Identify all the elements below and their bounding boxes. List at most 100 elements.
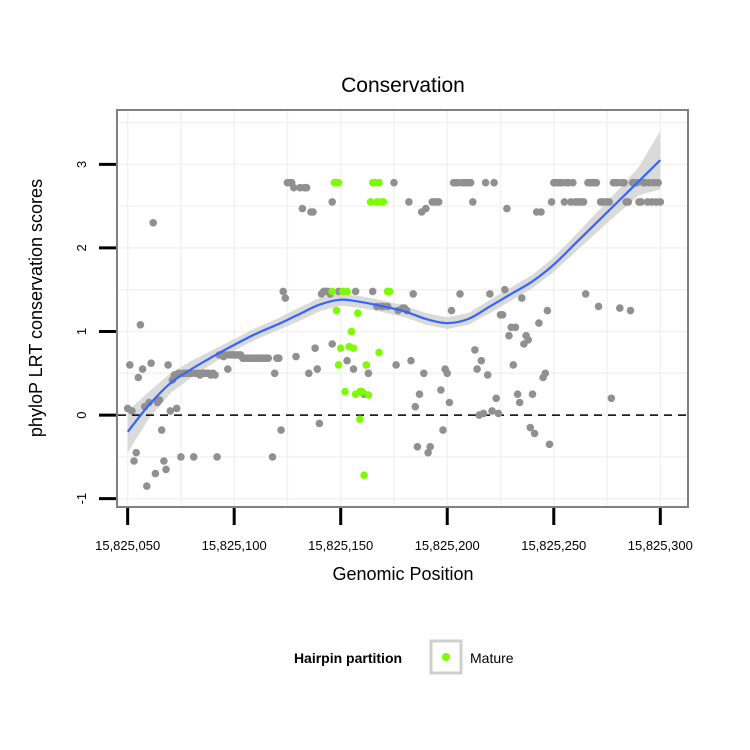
data-point-hairpin	[281, 294, 290, 302]
data-point-hairpin	[626, 306, 635, 315]
data-point-hairpin	[277, 426, 285, 434]
data-point-mature	[347, 327, 356, 336]
data-point-mature	[360, 471, 368, 480]
data-point-hairpin	[392, 361, 400, 369]
data-point-hairpin	[656, 198, 665, 206]
legend: Hairpin partition Mature	[294, 639, 514, 675]
data-point-hairpin	[328, 340, 337, 348]
smooth-fit-line	[126, 159, 662, 433]
smooth-layer	[126, 159, 662, 433]
data-point-hairpin	[328, 198, 337, 206]
data-point-hairpin	[528, 390, 537, 399]
x-tick-label: 15,825,200	[415, 538, 480, 553]
x-tick-label: 15,825,250	[521, 538, 586, 553]
data-point-hairpin	[132, 448, 140, 457]
data-point-hairpin	[134, 373, 143, 382]
data-point-hairpin	[151, 469, 160, 478]
y-tick-label: -1	[74, 493, 89, 505]
data-point-hairpin	[279, 287, 288, 296]
data-point-hairpin	[439, 426, 447, 434]
data-point-hairpin	[592, 178, 601, 187]
data-point-hairpin	[526, 423, 535, 432]
data-point-hairpin	[543, 306, 552, 315]
data-point-hairpin	[535, 319, 543, 327]
data-point-hairpin	[128, 407, 136, 415]
data-point-hairpin	[160, 457, 168, 465]
data-point-hairpin	[136, 321, 145, 329]
data-point-hairpin	[305, 369, 313, 378]
data-point-hairpin	[413, 443, 422, 451]
data-point-hairpin	[479, 409, 488, 418]
y-axis: -1 0 1 2 3	[74, 161, 116, 505]
data-point-hairpin	[437, 386, 445, 394]
data-point-hairpin	[177, 453, 185, 461]
data-point-hairpin	[447, 306, 456, 315]
data-point-hairpin	[313, 365, 322, 373]
chart-title: Conservation	[341, 74, 465, 97]
x-axis-title: Genomic Position	[332, 564, 473, 584]
data-point-hairpin	[364, 369, 373, 378]
data-point-hairpin	[368, 287, 377, 296]
data-point-mature	[375, 348, 383, 357]
data-point-hairpin	[270, 369, 279, 378]
data-point-hairpin	[130, 457, 138, 465]
data-point-mature	[349, 344, 358, 353]
data-point-mature	[332, 306, 341, 315]
data-point-mature	[364, 391, 373, 399]
x-tick-label: 15,825,300	[628, 538, 693, 553]
grid-lines	[118, 111, 687, 506]
data-point-hairpin	[624, 198, 633, 206]
data-point-hairpin	[407, 356, 415, 365]
data-point-mature	[362, 361, 371, 369]
data-point-mature	[328, 287, 337, 296]
data-point-hairpin	[298, 204, 307, 213]
data-point-hairpin	[511, 323, 520, 332]
data-point-hairpin	[155, 396, 164, 404]
data-point-hairpin	[545, 440, 554, 449]
data-point-hairpin	[157, 426, 166, 434]
legend-key-mature-dot	[442, 653, 450, 661]
data-point-hairpin	[607, 394, 616, 403]
data-point-hairpin	[620, 178, 628, 187]
data-point-hairpin	[290, 183, 298, 192]
data-point-mature	[385, 287, 394, 296]
data-point-hairpin	[166, 407, 175, 415]
data-point-hairpin	[477, 356, 486, 365]
data-point-hairpin	[415, 390, 424, 399]
data-point-hairpin	[422, 204, 430, 213]
data-point-hairpin	[445, 398, 454, 407]
data-point-hairpin	[420, 369, 428, 378]
data-point-hairpin	[426, 443, 435, 451]
data-point-hairpin	[456, 290, 464, 298]
data-point-hairpin	[518, 294, 526, 302]
legend-title: Hairpin partition	[294, 650, 402, 666]
data-point-hairpin	[616, 304, 624, 312]
data-point-hairpin	[466, 178, 475, 187]
data-point-mature	[375, 178, 383, 187]
x-axis: 15,825,050 15,825,100 15,825,150 15,825,200…	[95, 508, 693, 553]
data-point-hairpin	[498, 311, 507, 319]
data-point-hairpin	[443, 369, 452, 378]
data-point-hairpin	[309, 208, 317, 216]
data-point-hairpin	[211, 371, 219, 379]
data-point-hairpin	[537, 208, 545, 216]
data-point-mature	[334, 178, 343, 187]
data-point-hairpin	[513, 390, 522, 399]
data-point-hairpin	[149, 219, 157, 227]
data-point-hairpin	[147, 359, 155, 368]
x-tick-label: 15,825,050	[95, 538, 160, 553]
data-point-hairpin	[405, 198, 413, 206]
data-point-hairpin	[509, 361, 518, 369]
data-point-mature	[341, 387, 349, 396]
data-point-mature	[358, 387, 366, 396]
data-point-mature	[379, 198, 388, 206]
data-point-hairpin	[560, 198, 569, 206]
data-point-hairpin	[434, 198, 443, 206]
data-point-mature	[366, 198, 375, 206]
data-point-hairpin	[126, 361, 134, 369]
data-point-hairpin	[189, 453, 198, 461]
data-point-hairpin	[501, 285, 509, 294]
data-point-hairpin	[172, 404, 181, 413]
data-point-hairpin	[524, 336, 532, 344]
